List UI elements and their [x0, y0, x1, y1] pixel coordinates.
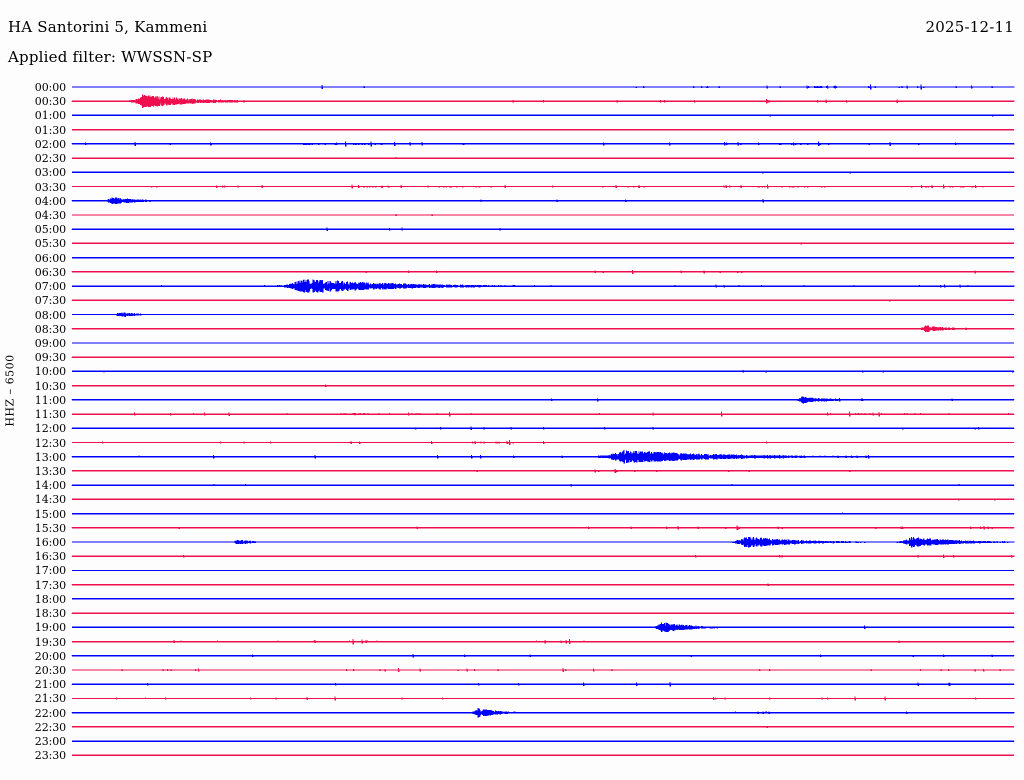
trace-svg [71, 84, 1015, 757]
page-title: HA Santorini 5, Kammeni [8, 18, 208, 36]
time-tick-label: 23:30 [34, 749, 66, 763]
time-tick-label: 00:30 [34, 95, 66, 109]
time-tick-label: 10:30 [34, 379, 66, 393]
time-tick-label: 12:00 [34, 422, 66, 436]
time-tick-label: 05:00 [34, 223, 66, 237]
time-tick-label: 04:30 [34, 208, 66, 222]
time-tick-label: 13:30 [34, 464, 66, 478]
time-tick-label: 14:30 [34, 493, 66, 507]
time-tick-label: 17:00 [34, 564, 66, 578]
time-tick-label: 19:30 [34, 635, 66, 649]
time-axis: 00:00 00:30 01:00 01:30 02:00 02:30 03:00 03:30… [0, 78, 72, 780]
time-tick-label: 11:30 [34, 408, 66, 422]
header: HA Santorini 5, Kammeni 2025-12-11 Appli… [0, 0, 1024, 78]
time-tick-label: 08:30 [34, 322, 66, 336]
time-tick-label: 20:30 [34, 664, 66, 678]
time-tick-label: 21:30 [34, 692, 66, 706]
time-tick-label: 06:00 [34, 251, 66, 265]
time-tick-label: 11:00 [34, 393, 66, 407]
time-tick-label: 21:00 [34, 678, 66, 692]
time-tick-label: 13:00 [34, 450, 66, 464]
time-tick-label: 00:00 [34, 81, 66, 94]
time-tick-label: 03:30 [34, 180, 66, 194]
time-tick-label: 08:00 [34, 308, 66, 322]
time-tick-label: 18:30 [34, 607, 66, 621]
time-tick-label: 14:00 [34, 479, 66, 493]
time-tick-label: 04:00 [34, 194, 66, 208]
time-tick-label: 02:30 [34, 152, 66, 166]
time-tick-label: 17:30 [34, 578, 66, 592]
trace-area [70, 78, 1016, 780]
time-tick-label: 01:00 [34, 109, 66, 123]
time-tick-label: 23:00 [34, 735, 66, 749]
time-tick-label: 10:00 [34, 365, 66, 379]
time-tick-label: 07:30 [34, 294, 66, 308]
time-tick-label: 16:30 [34, 550, 66, 564]
time-tick-label: 03:00 [34, 166, 66, 180]
time-tick-label: 05:30 [34, 237, 66, 251]
time-tick-label: 02:00 [34, 137, 66, 151]
time-tick-label: 19:00 [34, 621, 66, 635]
time-tick-label: 20:00 [34, 649, 66, 663]
time-tick-label: 18:00 [34, 592, 66, 606]
time-tick-label: 01:30 [34, 123, 66, 137]
time-tick-label: 15:00 [34, 507, 66, 521]
time-tick-label: 22:30 [34, 720, 66, 734]
time-tick-label: 09:30 [34, 351, 66, 365]
applied-filter-label: Applied filter: WWSSN-SP [8, 48, 213, 66]
time-tick-label: 07:00 [34, 280, 66, 294]
time-tick-label: 09:00 [34, 336, 66, 350]
time-tick-label: 12:30 [34, 436, 66, 450]
record-date: 2025-12-11 [925, 18, 1014, 36]
time-tick-label: 16:00 [34, 536, 66, 550]
time-tick-label: 22:00 [34, 706, 66, 720]
time-tick-label: 06:30 [34, 265, 66, 279]
helicorder-plot: 00:00 00:30 01:00 01:30 02:00 02:30 03:00 03:30… [0, 78, 1024, 780]
time-tick-label: 15:30 [34, 521, 66, 535]
